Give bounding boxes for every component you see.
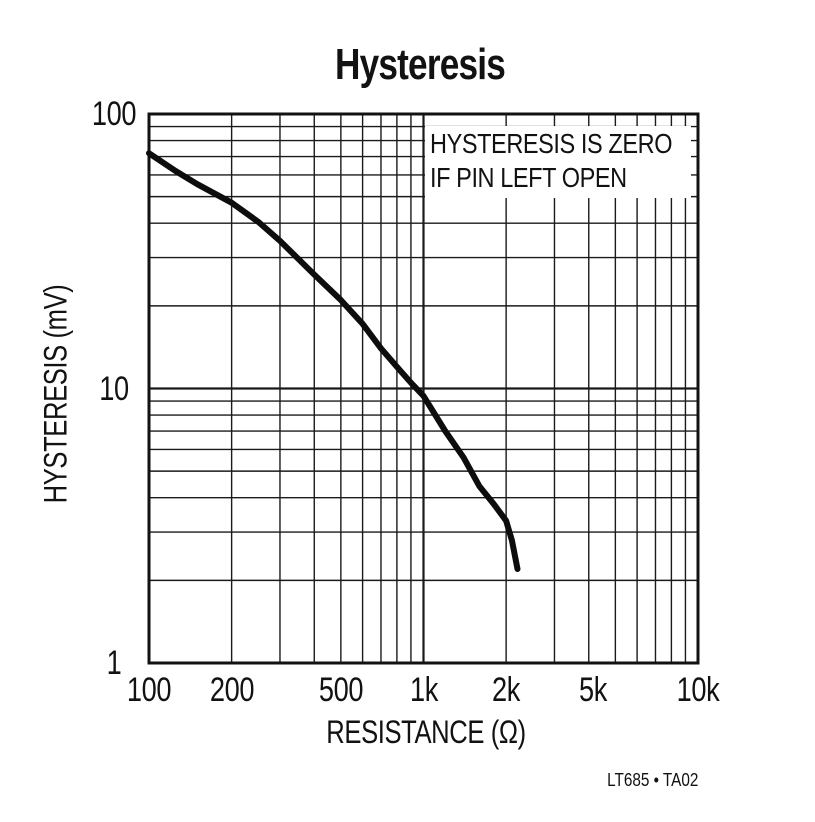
hysteresis-curve [146, 150, 521, 572]
y-tick-label: 1 [106, 644, 122, 682]
y-axis-label: HYSTERESIS (mV) [37, 284, 74, 504]
x-tick-label: 10k [676, 671, 720, 709]
x-tick-label: 100 [126, 671, 172, 709]
x-tick-label: 200 [209, 671, 255, 709]
annotation-box: HYSTERESIS IS ZERO IF PIN LEFT OPEN [425, 126, 691, 198]
annotation-line-2: IF PIN LEFT OPEN [430, 162, 627, 193]
x-tick-label: 2k [492, 671, 521, 709]
chart-title: Hysteresis [334, 40, 506, 89]
y-tick-label: 100 [91, 95, 137, 133]
y-tick-label: 10 [99, 369, 129, 408]
plot-border [147, 112, 700, 665]
x-tick-label: 1k [409, 671, 438, 709]
annotation-line-1: HYSTERESIS IS ZERO [430, 128, 673, 159]
x-tick-label: 5k [579, 671, 608, 709]
x-tick-label: 500 [318, 671, 364, 709]
part-number-note: LT685 • TA02 [606, 770, 698, 790]
x-axis-label: RESISTANCE (Ω) [326, 714, 526, 750]
